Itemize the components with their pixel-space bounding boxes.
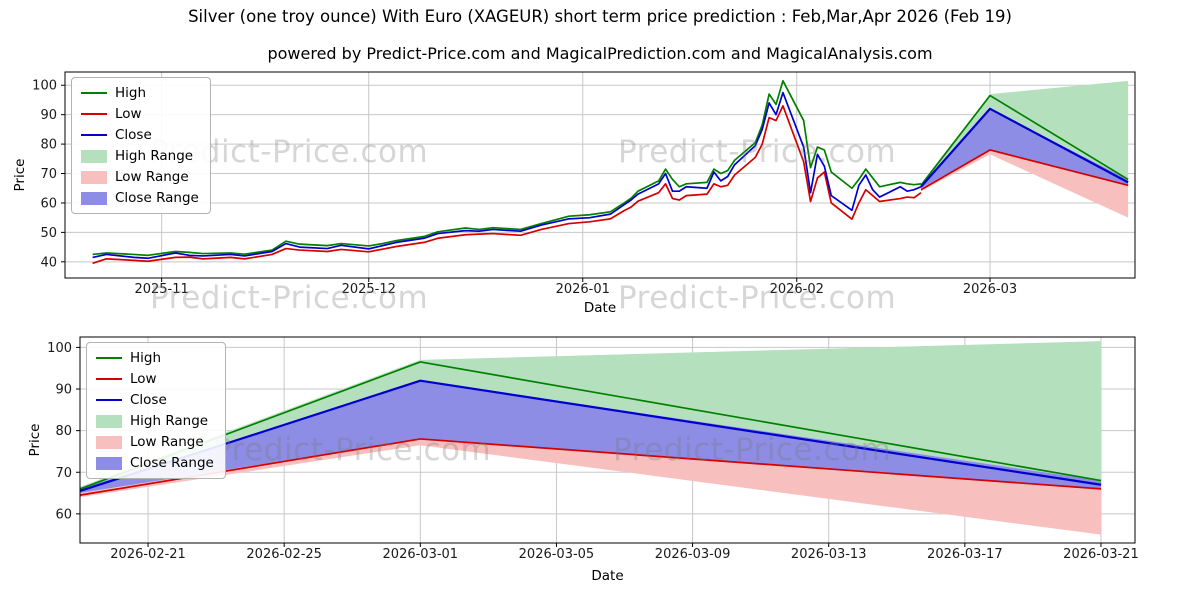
x-tick-label: 2026-02-21 xyxy=(110,547,186,562)
legend-swatch-icon xyxy=(96,456,122,470)
legend-swatch-icon xyxy=(96,435,122,449)
legend-label: High xyxy=(115,85,147,101)
legend-swatch-icon xyxy=(96,357,122,359)
y-tick-label: 100 xyxy=(32,79,57,94)
historical-high-line xyxy=(92,79,922,257)
legend-label: Low Range xyxy=(115,169,189,185)
forecast-low-line xyxy=(920,149,1129,191)
x-tick-label: 2026-01 xyxy=(556,282,610,297)
chart-1: 40 50 60 70 80 90 100 2025-11 2025-12 2026-01 2026… xyxy=(32,71,1136,297)
legend-label: Low Range xyxy=(130,434,204,450)
high-range-band xyxy=(80,341,1101,491)
legend-label: High xyxy=(130,350,162,366)
y-tick-label: 80 xyxy=(55,424,72,439)
legend-item-close: Close xyxy=(81,126,199,144)
y-tick-label: 90 xyxy=(55,383,72,398)
watermark-text: Predict-Price.com xyxy=(213,432,492,468)
page-title: Silver (one troy ounce) With Euro (XAGEU… xyxy=(188,7,1012,26)
x-tick-label: 2026-03-17 xyxy=(927,547,1003,562)
plot-border xyxy=(79,336,1136,544)
x-tick-label: 2026-03-09 xyxy=(655,547,731,562)
legend-label: Low xyxy=(130,371,157,387)
plot-border xyxy=(64,71,1136,279)
legend-item-low: Low xyxy=(81,105,199,123)
legend-label: Close Range xyxy=(115,190,199,206)
historical-low-line xyxy=(92,104,922,265)
y-tick-label: 60 xyxy=(40,196,57,211)
legend-label: High Range xyxy=(130,413,209,429)
chart2-xaxis-label: Date xyxy=(591,568,624,584)
legend-item-high-range: High Range xyxy=(81,147,199,165)
legend-swatch-icon xyxy=(81,170,107,184)
chart2-yaxis-label: Price xyxy=(27,423,43,457)
legend-swatch-icon xyxy=(81,134,107,136)
chart-2: 60 70 80 90 100 2026-02-21 2026-02-25 2026-03-0… xyxy=(47,336,1139,562)
legend-swatch-icon xyxy=(81,149,107,163)
x-tick-label: 2026-02-25 xyxy=(246,547,322,562)
legend-item-low-range: Low Range xyxy=(96,433,214,451)
historical-close-line xyxy=(92,91,922,260)
legend-item-high: High xyxy=(81,84,199,102)
watermark-text: Predict-Price.com xyxy=(613,432,892,468)
legend-swatch-icon xyxy=(96,399,122,401)
forecast-close-line xyxy=(920,107,1129,188)
chart1-xaxis-label: Date xyxy=(583,300,617,316)
y-tick-label: 40 xyxy=(40,255,57,270)
chart2-legend: High Low Close High Range Low Range Close Ran… xyxy=(86,342,226,479)
page-subtitle: powered by Predict-Price.com and Magical… xyxy=(267,44,933,63)
legend-label: High Range xyxy=(115,148,194,164)
x-tick-label: 2026-02 xyxy=(770,282,824,297)
y-tick-label: 60 xyxy=(55,507,72,522)
watermark-text: Predict-Price.com xyxy=(618,134,897,170)
legend-swatch-icon xyxy=(96,414,122,428)
y-tick-label: 70 xyxy=(55,466,72,481)
y-tick-label: 70 xyxy=(40,167,57,182)
legend-swatch-icon xyxy=(96,378,122,380)
x-tick-label: 2026-03 xyxy=(963,282,1017,297)
x-tick-label: 2025-11 xyxy=(134,282,188,297)
legend-label: Low xyxy=(115,106,142,122)
watermark-text: Predict-Price.com xyxy=(618,280,897,316)
legend-swatch-icon xyxy=(81,191,107,205)
legend-item-low-range: Low Range xyxy=(81,168,199,186)
chart1-yaxis-label: Price xyxy=(12,158,28,192)
plot-background xyxy=(65,72,1135,278)
legend-label: Close Range xyxy=(130,455,214,471)
x-tick-label: 2026-03-21 xyxy=(1063,547,1139,562)
low-range-band xyxy=(921,149,1129,218)
legend-item-high: High xyxy=(96,349,214,367)
legend-swatch-icon xyxy=(81,92,107,94)
legend-swatch-icon xyxy=(81,113,107,115)
y-tick-label: 50 xyxy=(40,226,57,241)
y-tick-label: 90 xyxy=(40,108,57,123)
legend-item-close-range: Close Range xyxy=(96,454,214,472)
y-tick-label: 100 xyxy=(47,341,72,356)
chart1-legend: High Low Close High Range Low Range Close Ran… xyxy=(71,77,211,214)
x-tick-label: 2026-03-01 xyxy=(383,547,459,562)
watermark-text: Predict-Price.com xyxy=(150,280,429,316)
legend-item-low: Low xyxy=(96,370,214,388)
legend-label: Close xyxy=(130,392,167,408)
legend-item-close-range: Close Range xyxy=(81,189,199,207)
x-tick-label: 2026-03-13 xyxy=(791,547,867,562)
forecast-high-line xyxy=(920,94,1129,186)
x-tick-label: 2025-12 xyxy=(342,282,396,297)
y-tick-label: 80 xyxy=(40,138,57,153)
legend-item-close: Close xyxy=(96,391,214,409)
legend-label: Close xyxy=(115,127,152,143)
high-range-band xyxy=(921,80,1129,187)
legend-item-high-range: High Range xyxy=(96,412,214,430)
low-range-band xyxy=(80,438,1101,535)
x-tick-label: 2026-03-05 xyxy=(519,547,595,562)
